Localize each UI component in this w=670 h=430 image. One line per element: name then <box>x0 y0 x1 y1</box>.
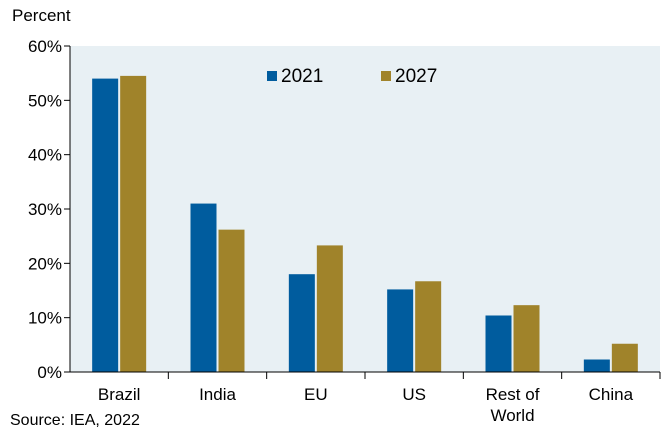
x-tick-label: India <box>199 385 236 404</box>
x-tick-label: Rest of <box>486 385 540 404</box>
x-axis: Brazil India EU US Rest of World China <box>70 371 661 425</box>
bar-2027-us <box>415 281 442 372</box>
legend-label-2027: 2027 <box>395 66 437 87</box>
bar-2021-rest-of-world <box>485 315 512 372</box>
legend-swatch-2027 <box>381 71 391 81</box>
bars-layer <box>92 75 638 372</box>
legend: 2021 2027 <box>267 66 437 87</box>
y-tick-label: 30% <box>28 200 62 219</box>
y-tick-label: 20% <box>28 254 62 273</box>
bar-2021-india <box>190 203 217 372</box>
x-tick-label: China <box>589 385 634 404</box>
bar-2027-rest-of-world <box>513 305 540 372</box>
y-tick-label: 0% <box>37 363 62 382</box>
x-tick-label: US <box>402 385 426 404</box>
y-tick-label: 40% <box>28 146 62 165</box>
y-tick-label: 10% <box>28 309 62 328</box>
bar-2027-china <box>611 343 638 372</box>
y-axis: 0% 10% 20% 30% 40% 50% 60% <box>28 37 71 382</box>
plot-area <box>70 46 660 372</box>
legend-swatch-2021 <box>267 71 277 81</box>
bar-2021-brazil <box>92 78 119 372</box>
bar-2027-eu <box>316 245 343 372</box>
bar-2027-india <box>218 229 245 372</box>
x-tick-label: EU <box>304 385 328 404</box>
x-tick-label: Brazil <box>98 385 141 404</box>
bar-2021-china <box>583 359 610 372</box>
y-tick-label: 50% <box>28 91 62 110</box>
source-note: Source: IEA, 2022 <box>10 412 140 429</box>
y-axis-title: Percent <box>12 6 71 25</box>
x-tick-label: World <box>490 406 534 425</box>
legend-label-2021: 2021 <box>281 66 323 87</box>
bar-2021-us <box>387 289 414 372</box>
bar-2027-brazil <box>120 75 147 372</box>
bar-2021-eu <box>288 274 315 372</box>
y-tick-label: 60% <box>28 37 62 56</box>
